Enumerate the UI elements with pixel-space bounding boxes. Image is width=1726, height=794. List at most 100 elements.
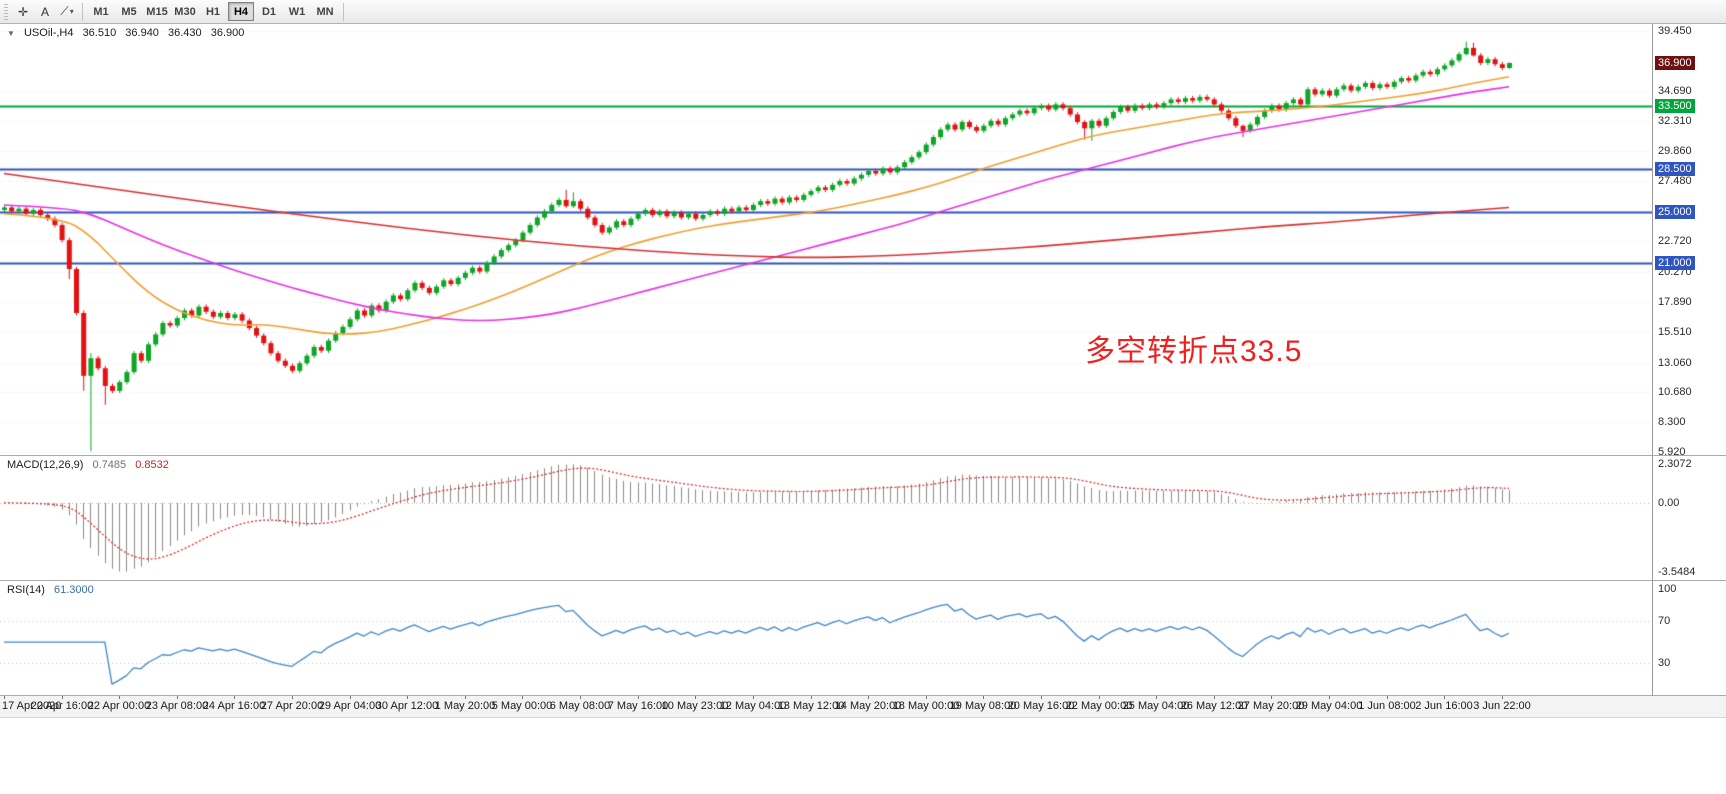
price-scale-label: 39.450	[1658, 25, 1692, 37]
rsi-canvas[interactable]	[0, 581, 1652, 695]
time-axis-tick	[1214, 696, 1215, 699]
time-axis-label: 13 May 12:00	[777, 700, 845, 712]
panel-divider[interactable]	[0, 580, 1726, 581]
timeframe-button-h4[interactable]: H4	[228, 2, 254, 21]
price-badge-level: 21.000	[1655, 256, 1695, 270]
draw-tools-button[interactable]: ⟋ ▾	[56, 2, 78, 22]
macd-scale-min: -3.5484	[1658, 566, 1696, 578]
panel-divider[interactable]	[0, 455, 1726, 456]
time-axis-label: 14 May 20:00	[834, 700, 902, 712]
timeframe-button-h1[interactable]: H1	[200, 2, 226, 21]
price-scale-label: 10.680	[1658, 386, 1692, 398]
rsi-header: RSI(14) 61.3000	[7, 584, 100, 596]
rsi-scale-label: 30	[1658, 657, 1671, 669]
collapse-chart-icon[interactable]: ▼	[7, 29, 15, 38]
rsi-scale-label: 70	[1658, 615, 1671, 627]
toolbar-separator	[343, 2, 344, 21]
macd-canvas[interactable]	[0, 456, 1652, 580]
crosshair-icon[interactable]: ✛	[12, 2, 34, 22]
time-axis-label: 19 May 08:00	[949, 700, 1017, 712]
macd-scale-max: 2.3072	[1658, 458, 1692, 470]
time-axis-label: 12 May 04:00	[719, 700, 787, 712]
time-axis-label: 23 Apr 08:00	[145, 700, 209, 712]
time-axis-label: 29 Apr 04:00	[318, 700, 382, 712]
text-label-tool-button[interactable]: A	[34, 2, 56, 22]
time-axis-label: 1 May 20:00	[434, 700, 496, 712]
time-axis-label: 2 Jun 16:00	[1415, 700, 1473, 712]
macd-signal-value: 0.8532	[135, 459, 169, 471]
ohlc-close: 36.900	[210, 27, 245, 39]
time-axis-tick	[522, 696, 523, 699]
macd-header: MACD(12,26,9) 0.7485 0.8532	[7, 459, 175, 471]
time-axis-label: 3 Jun 22:00	[1473, 700, 1531, 712]
chevron-down-icon: ▾	[69, 7, 74, 16]
price-scale-label: 22.720	[1658, 235, 1692, 247]
time-axis-label: 27 May 20:00	[1237, 700, 1305, 712]
time-axis-tick	[465, 696, 466, 699]
price-panel: ▼ USOil-,H4 36.510 36.940 36.430 36.900 …	[0, 24, 1726, 458]
time-axis-label: 22 May 00:00	[1065, 700, 1133, 712]
time-axis-tick	[234, 696, 235, 699]
timeframe-button-m30[interactable]: M30	[172, 2, 198, 21]
time-axis-label: 22 Apr 00:00	[87, 700, 151, 712]
price-scale-label: 15.510	[1658, 326, 1692, 338]
price-scale-label: 32.310	[1658, 115, 1692, 127]
time-axis-tick	[407, 696, 408, 699]
price-scale-label: 34.690	[1658, 85, 1692, 97]
price-badge-level: 25.000	[1655, 205, 1695, 219]
rsi-scale-label: 100	[1658, 583, 1677, 595]
time-axis-tick	[119, 696, 120, 699]
timeframe-button-m15[interactable]: M15	[144, 2, 170, 21]
chart-symbol-title: USOil-,H4	[23, 27, 74, 39]
time-axis-label: 25 May 04:00	[1122, 700, 1190, 712]
timeframe-button-mn[interactable]: MN	[312, 2, 338, 21]
macd-main-value: 0.7485	[92, 459, 127, 471]
time-axis-tick	[926, 696, 927, 699]
timeframe-button-d1[interactable]: D1	[256, 2, 282, 21]
timeframe-group: M1 M5 M15 M30 H1 H4 D1 W1 MN	[87, 2, 339, 21]
scale-border	[1652, 24, 1653, 717]
time-axis-label: 27 Apr 20:00	[260, 700, 324, 712]
timeframe-button-m5[interactable]: M5	[116, 2, 142, 21]
rsi-label: RSI(14)	[7, 584, 45, 596]
price-scale: 39.450 34.690 32.310 29.860 27.480 22.720 20.2…	[1654, 24, 1726, 458]
chart-window: ▼ USOil-,H4 36.510 36.940 36.430 36.900 …	[0, 24, 1726, 794]
time-axis-label: 29 May 04:00	[1295, 700, 1363, 712]
time-axis-tick	[1271, 696, 1272, 699]
time-axis-label: 17 Apr 2020	[2, 700, 62, 712]
price-scale-label: 27.480	[1658, 175, 1692, 187]
time-axis-tick	[350, 696, 351, 699]
chart-title-bar: ▼ USOil-,H4 36.510 36.940 36.430 36.900	[7, 27, 250, 39]
price-badge-level: 28.500	[1655, 162, 1695, 176]
time-axis-label: 20 May 16:00	[1007, 700, 1075, 712]
main-chart-canvas[interactable]	[0, 24, 1652, 455]
rsi-value: 61.3000	[53, 584, 94, 596]
timeframe-button-w1[interactable]: W1	[284, 2, 310, 21]
price-badge-level: 33.500	[1655, 99, 1695, 113]
price-scale-label: 8.300	[1658, 416, 1686, 428]
time-axis-tick	[4, 696, 5, 699]
panel-divider	[0, 717, 1726, 718]
rsi-scale: 100 70 30	[1654, 581, 1726, 695]
macd-label: MACD(12,26,9)	[7, 459, 84, 471]
time-axis-label: 30 Apr 12:00	[375, 700, 439, 712]
time-axis-tick	[868, 696, 869, 699]
time-axis-label: 1 Jun 08:00	[1358, 700, 1416, 712]
time-axis-label: 5 May 00:00	[491, 700, 553, 712]
panel-divider	[0, 695, 1726, 696]
time-axis-label: 18 May 00:00	[892, 700, 960, 712]
macd-scale-zero: 0.00	[1658, 497, 1680, 509]
time-axis-tick	[638, 696, 639, 699]
time-axis-tick	[177, 696, 178, 699]
macd-panel: MACD(12,26,9) 0.7485 0.8532 2.3072 0.00 -3…	[0, 456, 1726, 580]
time-axis-tick	[753, 696, 754, 699]
time-axis-tick	[580, 696, 581, 699]
time-axis-label: 26 May 12:00	[1180, 700, 1248, 712]
time-axis-tick	[1099, 696, 1100, 699]
price-scale-label: 17.890	[1658, 296, 1692, 308]
ohlc-open: 36.510	[82, 27, 117, 39]
time-axis-tick	[983, 696, 984, 699]
time-axis[interactable]: 17 Apr 2020 20 Apr 16:00 22 Apr 00:00 23 Ap…	[0, 696, 1726, 717]
timeframe-button-m1[interactable]: M1	[88, 2, 114, 21]
time-axis-tick	[1387, 696, 1388, 699]
